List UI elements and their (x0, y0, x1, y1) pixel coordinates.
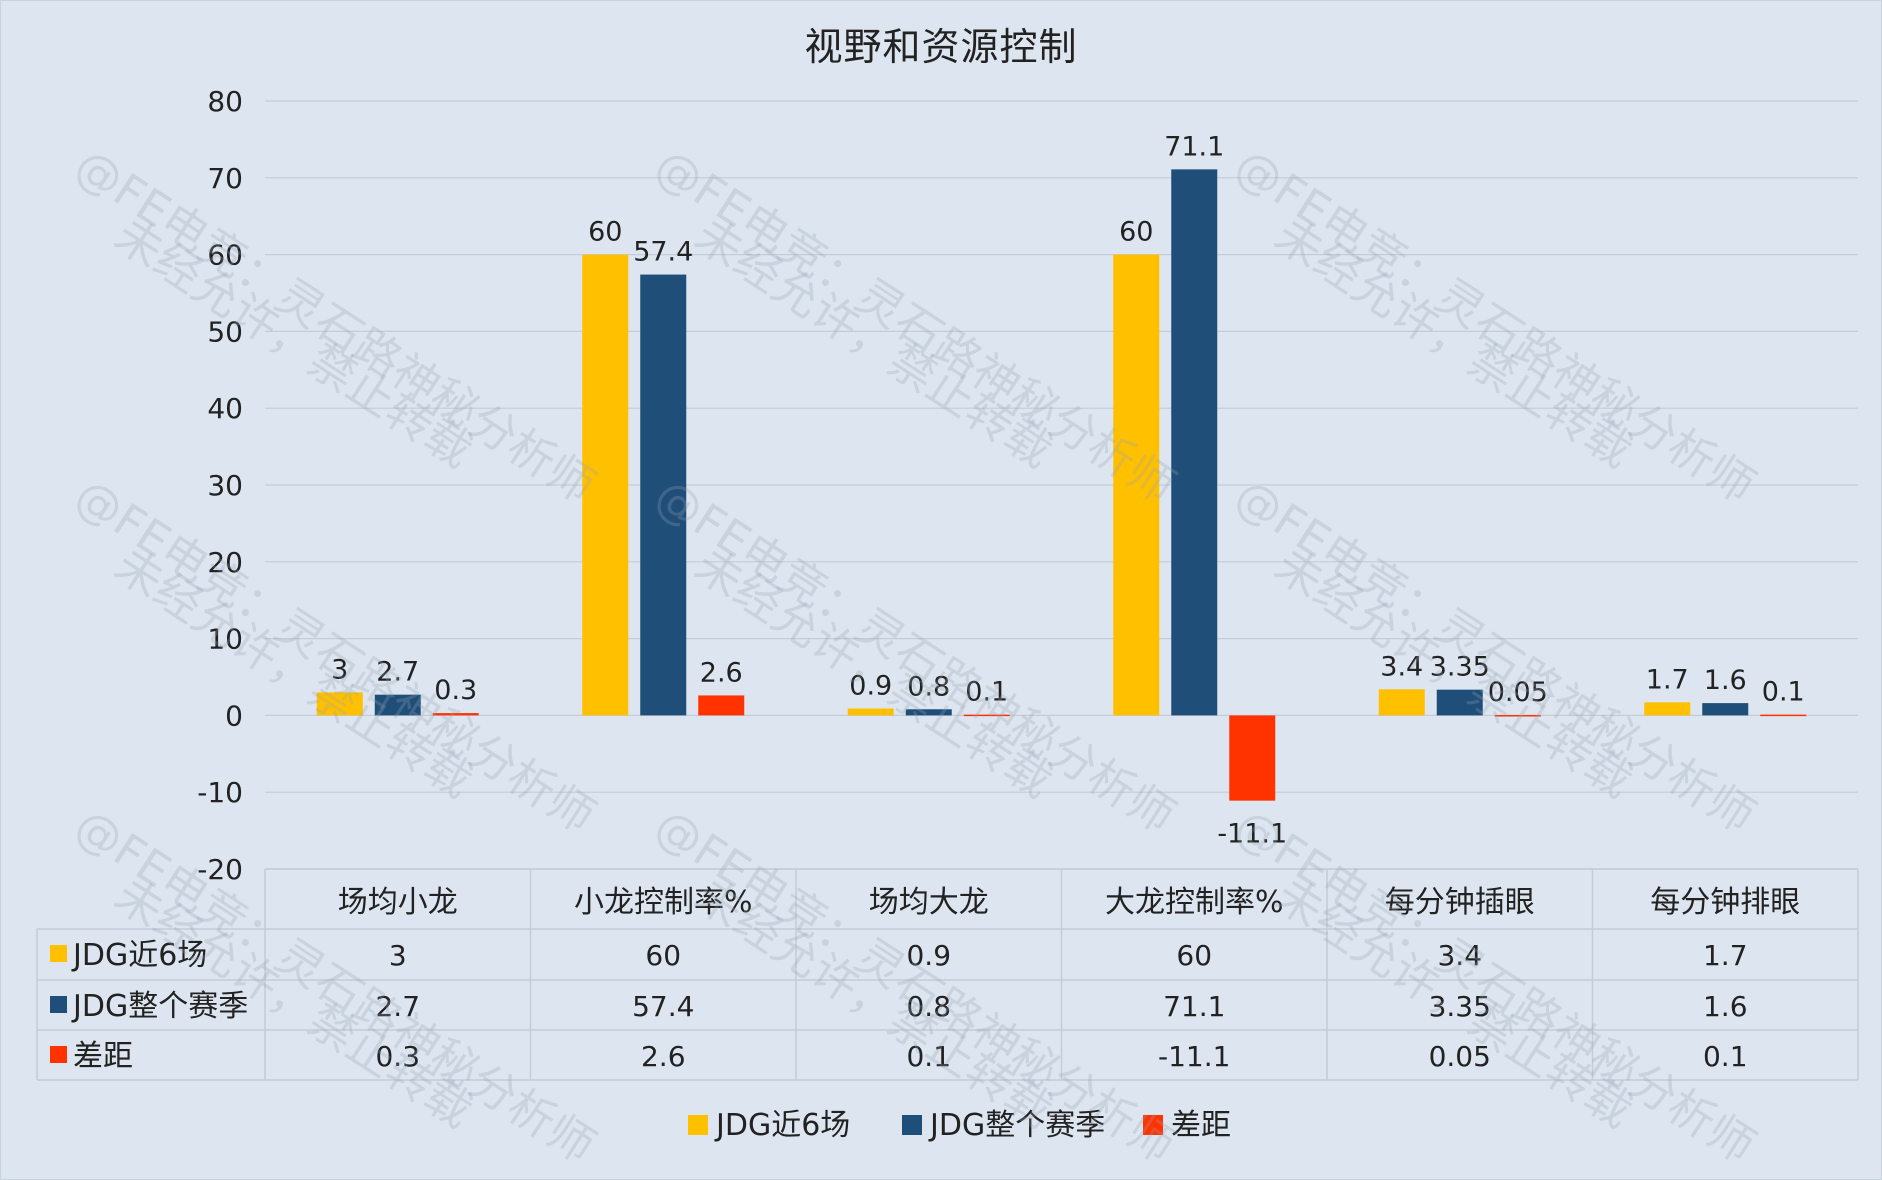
bar-2-1 (698, 695, 745, 716)
data-label: 71.1 (1164, 131, 1224, 162)
y-tick-label: -10 (197, 776, 243, 809)
category-label: 大龙控制率% (1105, 885, 1284, 920)
data-label: 0.1 (1762, 677, 1805, 708)
table-cell: 3 (389, 939, 407, 972)
table-cell: 0.1 (1703, 1040, 1748, 1073)
table-row-label: 差距 (73, 1039, 133, 1074)
y-tick-label: 40 (207, 392, 243, 425)
bar-0-4 (1378, 689, 1425, 716)
bar-1-0 (374, 694, 421, 716)
bar-0-3 (1113, 254, 1160, 716)
table-cell: 2.7 (375, 990, 420, 1023)
y-tick-label: -20 (197, 853, 243, 886)
data-label: 0.1 (965, 677, 1008, 708)
bar-1-1 (640, 274, 687, 716)
table-cell: 60 (1176, 939, 1212, 972)
table-cell: 2.6 (641, 1040, 686, 1073)
legend-label: JDG整个赛季 (928, 1108, 1105, 1143)
category-label: 每分钟排眼 (1650, 885, 1800, 920)
bar-1-2 (905, 709, 952, 716)
data-label: 2.6 (700, 657, 743, 688)
data-label: 3.4 (1380, 651, 1423, 682)
legend-key (902, 1115, 922, 1135)
bar-0-1 (582, 254, 629, 716)
data-label: 0.05 (1488, 677, 1548, 708)
bar-1-5 (1702, 703, 1749, 716)
bar-2-4 (1494, 715, 1541, 717)
data-label: 57.4 (633, 237, 693, 268)
y-tick-label: 80 (207, 85, 243, 118)
table-legend-key (50, 945, 67, 962)
table-row-label: JDG整个赛季 (71, 989, 248, 1024)
bar-1-4 (1436, 689, 1483, 716)
data-label: 60 (588, 217, 622, 248)
table-cell: 71.1 (1163, 990, 1225, 1023)
table-cell: 0.05 (1429, 1040, 1491, 1073)
data-label: 0.8 (907, 671, 950, 702)
legend-label: JDG近6场 (714, 1108, 850, 1143)
table-cell: 0.9 (906, 939, 951, 972)
y-tick-label: 70 (207, 162, 243, 195)
category-label: 小龙控制率% (574, 885, 753, 920)
table-cell: 57.4 (632, 990, 694, 1023)
data-label: 3 (331, 654, 348, 685)
table-cell: 0.3 (375, 1040, 420, 1073)
legend-key (688, 1115, 708, 1135)
table-cell: 1.6 (1703, 990, 1748, 1023)
table-row-label: JDG近6场 (71, 938, 207, 973)
data-label: 1.6 (1704, 665, 1747, 696)
bar-2-3 (1229, 715, 1276, 801)
bar-2-0 (432, 713, 479, 716)
data-label: 0.9 (849, 670, 892, 701)
y-tick-label: 60 (207, 239, 243, 272)
table-cell: 0.1 (906, 1040, 951, 1073)
data-label: 0.3 (434, 675, 477, 706)
table-cell: 3.35 (1429, 990, 1491, 1023)
bar-2-5 (1760, 714, 1807, 717)
y-tick-label: 30 (207, 469, 243, 502)
data-label: 3.35 (1430, 652, 1490, 683)
table-legend-key (50, 996, 67, 1013)
chart-title: 视野和资源控制 (804, 25, 1078, 69)
category-label: 场均小龙 (338, 885, 458, 920)
bar-1-3 (1171, 169, 1218, 716)
table-cell: -11.1 (1158, 1040, 1230, 1073)
category-label: 每分钟插眼 (1385, 885, 1535, 920)
data-label: 60 (1119, 217, 1153, 248)
data-label: -11.1 (1217, 819, 1287, 850)
y-tick-label: 0 (225, 699, 243, 732)
legend-key (1143, 1115, 1163, 1135)
data-label: 2.7 (376, 657, 419, 688)
y-tick-label: 20 (207, 546, 243, 579)
data-label: 1.7 (1646, 664, 1689, 695)
bar-0-2 (847, 708, 894, 716)
category-label: 场均大龙 (869, 885, 989, 920)
legend-label: 差距 (1171, 1108, 1231, 1143)
bar-0-5 (1644, 702, 1691, 716)
table-legend-key (50, 1046, 67, 1063)
bar-0-0 (316, 692, 363, 716)
y-tick-label: 50 (207, 315, 243, 348)
y-tick-label: 10 (207, 623, 243, 656)
table-cell: 1.7 (1703, 939, 1748, 972)
table-cell: 0.8 (906, 990, 951, 1023)
table-cell: 3.4 (1437, 939, 1482, 972)
bar-2-2 (963, 714, 1010, 717)
table-cell: 60 (645, 939, 681, 972)
